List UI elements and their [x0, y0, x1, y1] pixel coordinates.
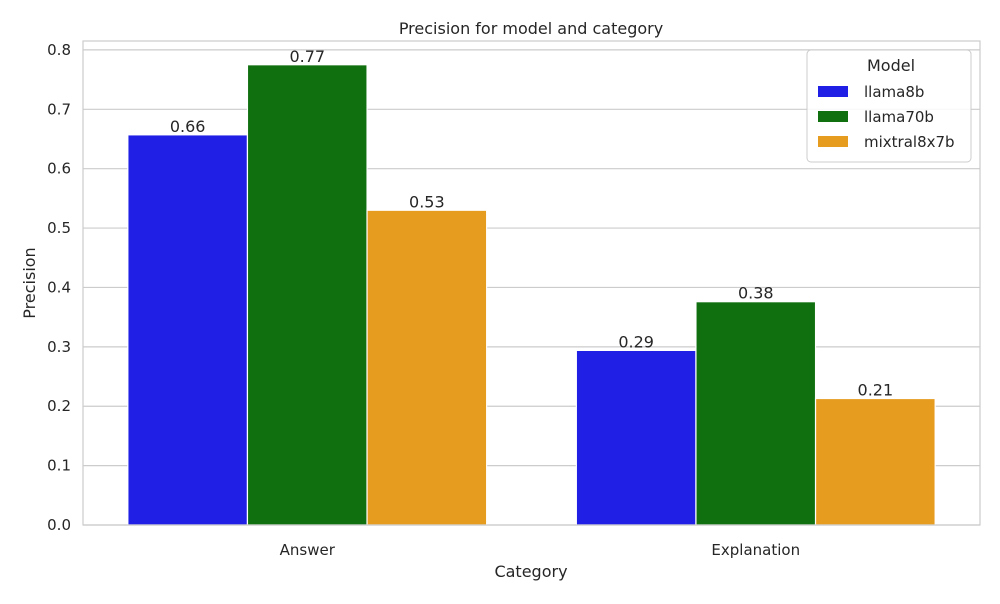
data-label: 0.66 — [170, 117, 206, 136]
data-label: 0.53 — [409, 192, 445, 211]
bar-llama70b-explanation — [695, 301, 817, 526]
chart-title: Precision for model and category — [399, 19, 663, 38]
y-tick-label: 0.8 — [47, 41, 71, 59]
x-ticks-layer: Answer Explanation — [280, 541, 800, 559]
bar-mixtral8x7b-explanation — [814, 397, 936, 526]
legend-label: llama8b — [864, 83, 924, 101]
legend-swatch-mixtral8x7b — [818, 136, 848, 147]
data-labels-layer: 0.66 0.77 0.53 0.29 0.38 0.21 — [170, 47, 893, 400]
bar-llama70b-answer — [246, 64, 368, 526]
y-tick-label: 0.6 — [47, 160, 71, 178]
y-tick-label: 0.3 — [47, 338, 71, 356]
x-tick-label: Explanation — [711, 541, 800, 559]
plot-frame — [82, 40, 981, 526]
bars-layer — [127, 64, 936, 526]
data-label: 0.38 — [738, 284, 774, 303]
bar-mixtral8x7b-answer — [366, 209, 488, 526]
y-tick-label: 0.2 — [47, 397, 71, 415]
legend-label: llama70b — [864, 108, 934, 126]
y-tick-label: 0.4 — [47, 278, 71, 296]
x-axis-title: Category — [494, 562, 567, 581]
legend-swatch-llama8b — [818, 86, 848, 97]
y-tick-label: 0.5 — [47, 219, 71, 237]
legend-frame — [806, 49, 972, 163]
legend-items: llama8b llama70b mixtral8x7b — [818, 83, 955, 151]
y-axis-title: Precision — [20, 247, 39, 318]
bar-llama8b-explanation — [575, 349, 697, 526]
legend-title: Model — [867, 56, 915, 75]
data-label: 0.29 — [618, 332, 654, 351]
data-label: 0.21 — [858, 381, 894, 400]
y-tick-label: 0.0 — [47, 516, 71, 534]
data-label: 0.77 — [289, 47, 325, 66]
y-tick-label: 0.7 — [47, 100, 71, 118]
legend-label: mixtral8x7b — [864, 133, 955, 151]
x-tick-label: Answer — [280, 541, 336, 559]
y-ticks-layer: 0.0 0.1 0.2 0.3 0.4 0.5 0.6 0.7 0.8 — [47, 41, 71, 534]
y-tick-label: 0.1 — [47, 457, 71, 475]
bar-llama8b-answer — [127, 134, 249, 526]
legend-swatch-llama70b — [818, 111, 848, 122]
legend: Model llama8b llama70b mixtral8x7b — [806, 49, 972, 163]
